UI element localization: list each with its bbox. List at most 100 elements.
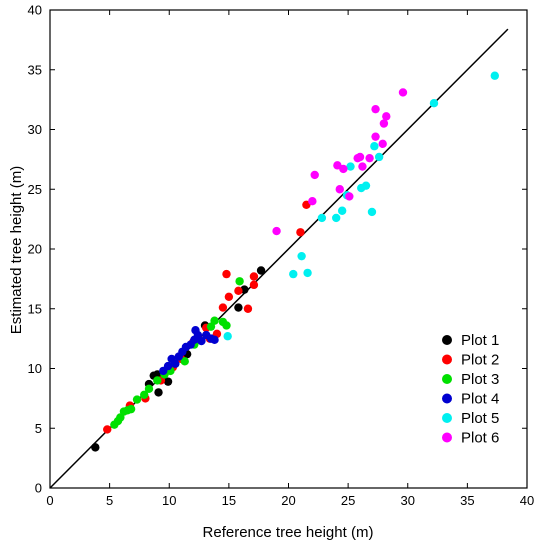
- data-point: [222, 321, 231, 330]
- data-point: [132, 395, 142, 404]
- series-plot-5: [223, 71, 500, 341]
- data-point: [154, 388, 163, 397]
- legend-item: Plot 5: [442, 410, 499, 427]
- data-point: [180, 357, 189, 366]
- data-point: [210, 316, 219, 325]
- legend-label: Plot 4: [461, 391, 499, 408]
- x-tick-label: 15: [222, 493, 236, 508]
- data-point: [346, 162, 355, 171]
- y-axis-title: Estimated tree height (m): [8, 166, 25, 334]
- legend-item: Plot 3: [442, 371, 499, 388]
- data-point: [243, 304, 253, 313]
- legend-marker: [442, 354, 452, 365]
- data-point: [289, 269, 298, 279]
- data-point: [367, 207, 377, 217]
- data-point: [382, 112, 391, 121]
- data-point: [249, 272, 259, 281]
- x-tick-label: 40: [520, 493, 534, 508]
- y-tick-label: 0: [35, 481, 42, 496]
- data-point: [296, 228, 305, 237]
- data-point: [374, 152, 384, 162]
- x-tick-label: 25: [341, 493, 355, 508]
- legend-marker: [442, 432, 452, 443]
- data-point: [297, 251, 306, 261]
- legend-label: Plot 5: [461, 410, 499, 427]
- x-tick-label: 30: [401, 493, 415, 508]
- data-point: [218, 303, 228, 312]
- legend-marker: [442, 374, 452, 384]
- legend-label: Plot 6: [461, 430, 499, 447]
- legend-label: Plot 1: [461, 332, 499, 349]
- data-point: [140, 390, 149, 399]
- legend-label: Plot 3: [461, 371, 499, 388]
- legend: Plot 1 Plot 2 Plot 3 Plot 4 Plot 5 Plot 6: [442, 332, 499, 447]
- data-point: [378, 139, 387, 149]
- data-point: [235, 277, 244, 286]
- data-point: [371, 132, 380, 141]
- data-point: [339, 164, 348, 174]
- data-point: [335, 185, 344, 194]
- data-point: [398, 88, 408, 97]
- data-point: [355, 152, 365, 162]
- data-point: [91, 443, 100, 452]
- data-point: [223, 332, 232, 341]
- data-point: [317, 213, 327, 223]
- data-point: [370, 142, 379, 151]
- data-point: [234, 286, 243, 296]
- data-point: [358, 162, 367, 171]
- data-point: [224, 292, 234, 301]
- data-point: [153, 376, 162, 385]
- axis-ticks: 0 5 10 15 20 25 30 35 40 0 5 10 15 20 25 30 35 40: [28, 3, 535, 509]
- data-point: [103, 425, 112, 434]
- y-tick-label: 25: [28, 182, 42, 197]
- legend-marker: [442, 335, 452, 345]
- data-point: [429, 99, 439, 108]
- series-plot-4: [159, 326, 219, 376]
- y-tick-label: 40: [28, 3, 42, 18]
- data-point: [303, 268, 312, 278]
- data-point: [144, 384, 154, 394]
- data-point: [361, 181, 371, 190]
- data-point: [308, 197, 317, 206]
- data-point: [345, 192, 354, 201]
- data-point: [332, 213, 341, 223]
- legend-item: Plot 6: [442, 430, 499, 447]
- x-tick-label: 5: [106, 493, 113, 508]
- x-tick-label: 0: [46, 493, 53, 508]
- data-points-layer: [91, 71, 500, 452]
- data-point: [272, 226, 281, 236]
- legend-item: Plot 2: [442, 352, 499, 369]
- data-point: [163, 361, 173, 371]
- data-point: [210, 335, 219, 345]
- y-tick-label: 30: [28, 122, 42, 137]
- data-point: [310, 170, 319, 180]
- legend-marker: [442, 393, 452, 404]
- data-point: [197, 336, 206, 346]
- legend-marker: [442, 413, 452, 423]
- data-point: [337, 206, 347, 215]
- data-point: [126, 404, 136, 414]
- legend-label: Plot 2: [461, 352, 499, 369]
- y-tick-label: 20: [28, 242, 42, 257]
- data-point: [249, 280, 259, 290]
- x-axis-title: Reference tree height (m): [203, 524, 374, 541]
- x-tick-label: 35: [460, 493, 474, 508]
- legend-item: Plot 1: [442, 332, 499, 349]
- data-point: [490, 71, 500, 80]
- data-point: [222, 269, 231, 279]
- data-point: [371, 104, 380, 114]
- data-point: [171, 359, 180, 368]
- data-point: [365, 153, 374, 163]
- x-tick-label: 10: [162, 493, 176, 508]
- x-tick-label: 20: [281, 493, 295, 508]
- data-point: [379, 119, 389, 128]
- y-tick-label: 5: [35, 421, 42, 436]
- data-point: [234, 303, 243, 312]
- y-tick-label: 10: [28, 361, 42, 376]
- y-tick-label: 15: [28, 301, 42, 316]
- data-point: [256, 266, 266, 275]
- y-tick-label: 35: [28, 62, 42, 77]
- legend-item: Plot 4: [442, 391, 499, 408]
- series-plot-6: [272, 88, 408, 236]
